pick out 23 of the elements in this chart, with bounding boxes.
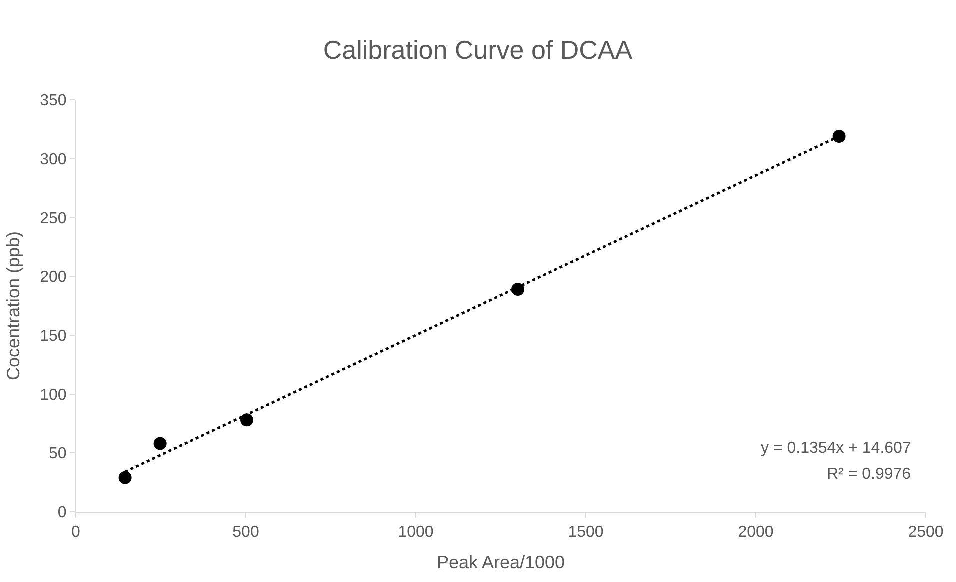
point [118,471,132,484]
x-tick-label: 1500 [568,524,604,542]
x-tick-label: 1000 [398,524,434,542]
annotation: y = 0.1354x + 14.607 [761,440,912,457]
y-tick-label: 100 [40,386,67,404]
annotation: R² = 0.9976 [827,466,912,483]
x-tick-label: 0 [72,524,81,542]
y-axis-title: Cocentration (ppb) [3,231,24,381]
x-tick-label: 500 [232,524,260,542]
y-tick-label: 0 [58,504,67,522]
chart-title: Calibration Curve of DCAA [323,34,634,65]
point [240,414,254,427]
point [154,437,167,450]
point [832,130,846,143]
y-tick-label: 50 [49,446,67,463]
x-axis-title: Peak Area/1000 [436,552,566,572]
y-tick-label: 350 [40,92,67,110]
x-tick-label: 2500 [908,524,944,542]
y-tick-label: 300 [40,151,67,168]
y-tick-label: 200 [40,269,67,286]
x-tick-label: 2000 [738,524,774,542]
y-tick-label: 250 [40,210,67,228]
y-tick-label: 150 [40,328,67,346]
